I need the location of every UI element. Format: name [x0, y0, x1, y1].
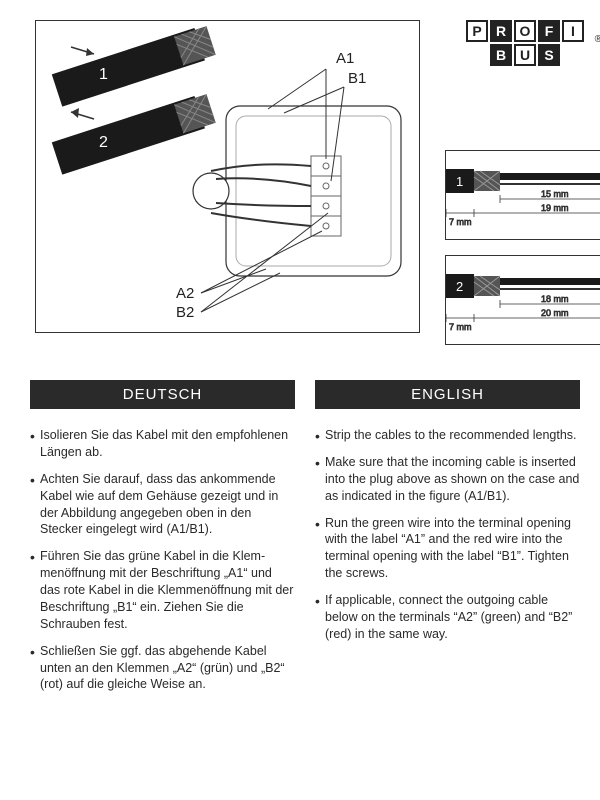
instruction-item: Isolieren Sie das Kabel mit den empfoh­l…: [30, 427, 295, 461]
svg-text:18 mm: 18 mm: [541, 294, 569, 304]
svg-text:7 mm: 7 mm: [449, 322, 472, 332]
label-a2: A2: [176, 285, 194, 302]
instruction-item: Schließen Sie ggf. das abgehende Kabel u…: [30, 643, 295, 694]
svg-text:15 mm: 15 mm: [541, 189, 569, 199]
label-b2: B2: [176, 304, 194, 321]
registered-mark: ®: [595, 34, 600, 45]
logo-spacer: [466, 44, 488, 66]
instruction-item: Strip the cables to the recommended leng…: [315, 427, 580, 444]
strip-diagram-2: 2 18 mm 20 mm 7 mm: [445, 255, 600, 345]
label-b1: B1: [348, 70, 366, 87]
instruction-columns: DEUTSCH Isolieren Sie das Kabel mit den …: [0, 380, 600, 703]
logo-letter: I: [562, 20, 584, 42]
header-english: ENGLISH: [315, 380, 580, 409]
cable2-label: 2: [99, 134, 108, 151]
logo-letter: O: [514, 20, 536, 42]
logo-letter: F: [538, 20, 560, 42]
column-deutsch: DEUTSCH Isolieren Sie das Kabel mit den …: [30, 380, 295, 703]
logo-letter: P: [466, 20, 488, 42]
label-a1: A1: [336, 50, 354, 67]
profibus-logo: P R O F I B U S ®: [466, 20, 600, 68]
instructions-de: Isolieren Sie das Kabel mit den empfoh­l…: [30, 427, 295, 693]
instruction-item: Führen Sie das grüne Kabel in die Klem­m…: [30, 548, 295, 632]
column-english: ENGLISH Strip the cables to the recommen…: [315, 380, 580, 703]
header-deutsch: DEUTSCH: [30, 380, 295, 409]
logo-letter: B: [490, 44, 512, 66]
logo-letter: S: [538, 44, 560, 66]
svg-text:2: 2: [456, 279, 463, 294]
logo-letter: R: [490, 20, 512, 42]
strip-diagram-1: 1 15 mm 19 mm 7 mm: [445, 150, 600, 240]
instruction-item: If applicable, connect the outgoing cabl…: [315, 592, 580, 643]
logo-letter: U: [514, 44, 536, 66]
svg-text:19 mm: 19 mm: [541, 203, 569, 213]
logo-spacer: [562, 44, 584, 66]
instruction-item: Make sure that the incoming cable is ins…: [315, 454, 580, 505]
svg-text:7 mm: 7 mm: [449, 217, 472, 227]
instruction-item: Achten Sie darauf, dass das ankom­mende …: [30, 471, 295, 539]
top-diagram-area: 1 2 A1: [0, 0, 600, 350]
connector-diagram: 1 2 A1: [35, 20, 420, 333]
svg-text:20 mm: 20 mm: [541, 308, 569, 318]
instruction-item: Run the green wire into the terminal ope…: [315, 515, 580, 583]
cable1-label: 1: [99, 66, 108, 83]
svg-text:1: 1: [456, 174, 463, 189]
instructions-en: Strip the cables to the recommended leng…: [315, 427, 580, 643]
